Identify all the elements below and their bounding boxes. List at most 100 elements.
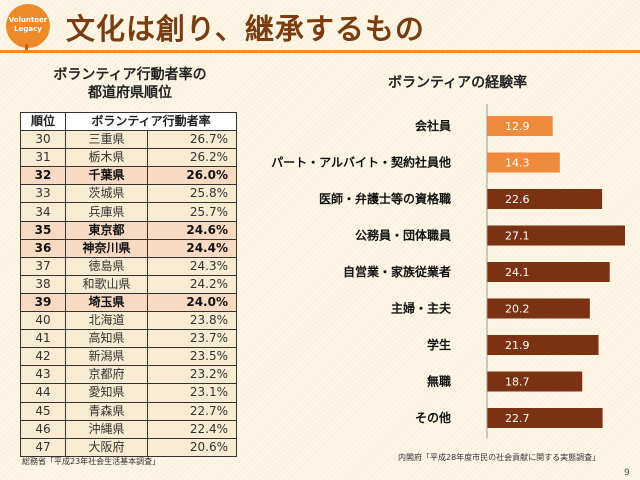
table-source: 総務省「平成23年社会生活基本調査」 <box>22 457 161 466</box>
rank-cell: 30 <box>20 130 66 150</box>
rank-cell: 44 <box>20 383 66 403</box>
rate-cell: 22.4% <box>147 419 237 439</box>
rank-cell: 36 <box>20 238 66 258</box>
logo-stem <box>25 44 28 53</box>
rank-cell: 42 <box>20 347 66 367</box>
rank-cell: 46 <box>20 419 66 439</box>
rate-cell: 25.7% <box>147 202 237 222</box>
prefecture-cell: 神奈川県 <box>65 238 148 258</box>
prefecture-cell: 新潟県 <box>65 347 148 367</box>
table-title-line2: 都道府県順位 <box>88 85 172 101</box>
rank-cell: 35 <box>20 220 66 240</box>
rank-cell: 34 <box>20 202 66 222</box>
table-row: 36 神奈川県 24.4% <box>20 238 237 258</box>
rank-cell: 38 <box>20 274 66 294</box>
prefecture-cell: 京都府 <box>65 365 148 385</box>
rank-cell: 31 <box>20 148 66 168</box>
data-label: 27.1 <box>505 230 530 243</box>
rate-cell: 23.2% <box>147 365 237 385</box>
category-label: 主婦・主夫 <box>391 301 452 316</box>
prefecture-cell: 茨城県 <box>65 184 148 204</box>
logo-text-2: Legacy <box>14 25 42 33</box>
prefecture-cell: 埼玉県 <box>65 292 148 313</box>
rate-cell: 24.2% <box>147 274 237 294</box>
rate-cell: 26.0% <box>147 166 237 186</box>
rate-cell: 26.2% <box>147 148 237 168</box>
header-divider <box>0 50 640 53</box>
header-rate: ボランティア行動者率 <box>65 111 237 132</box>
table-row: 42 新潟県 23.5% <box>20 347 237 367</box>
data-label: 12.9 <box>505 120 530 133</box>
rank-cell: 45 <box>20 401 66 421</box>
rate-cell: 22.7% <box>147 401 237 421</box>
prefecture-cell: 北海道 <box>65 311 148 331</box>
table-row: 47 大阪府 20.6% <box>20 437 237 457</box>
rank-cell: 32 <box>20 166 66 186</box>
table-row: 31 栃木県 26.2% <box>20 148 237 168</box>
prefecture-cell: 三重県 <box>65 130 148 150</box>
rate-cell: 24.0% <box>147 292 237 313</box>
rate-cell: 24.3% <box>147 256 237 276</box>
prefecture-cell: 栃木県 <box>65 148 148 168</box>
prefecture-cell: 千葉県 <box>65 166 148 186</box>
rate-cell: 25.8% <box>147 184 237 204</box>
rate-cell: 23.5% <box>147 347 237 367</box>
rank-cell: 47 <box>20 437 66 457</box>
category-label: 自営業・家族従業者 <box>343 264 451 279</box>
table-row: 34 兵庫県 25.7% <box>20 202 237 222</box>
table-row: 39 埼玉県 24.0% <box>20 292 237 313</box>
bar <box>487 225 625 246</box>
data-label: 21.9 <box>505 339 530 352</box>
prefecture-cell: 兵庫県 <box>65 202 148 222</box>
category-label: 無職 <box>427 374 451 389</box>
category-label: 会社員 <box>415 118 451 133</box>
prefecture-cell: 青森県 <box>65 401 148 421</box>
category-label: その他 <box>415 410 451 425</box>
table-row: 45 青森県 22.7% <box>20 401 237 421</box>
volunteer-legacy-logo: Volunteer Legacy <box>6 4 50 48</box>
table-row: 32 千葉県 26.0% <box>20 166 237 186</box>
bar <box>487 335 599 355</box>
prefecture-cell: 高知県 <box>65 329 148 349</box>
ranking-table: 順位 ボランティア行動者率 30 三重県 26.7% 31 栃木県 26.2% 32 千葉県 2… <box>20 111 237 457</box>
table-row: 33 茨城県 25.8% <box>20 184 237 204</box>
rate-cell: 24.6% <box>147 220 237 240</box>
header-rank: 順位 <box>20 111 66 132</box>
data-label: 18.7 <box>505 376 530 389</box>
bar <box>487 298 590 319</box>
rank-cell: 33 <box>20 184 66 204</box>
table-row: 40 北海道 23.8% <box>20 311 237 331</box>
data-label: 20.2 <box>505 303 530 316</box>
prefecture-cell: 沖縄県 <box>65 419 148 439</box>
data-label: 22.6 <box>505 193 530 206</box>
bar <box>487 152 560 173</box>
category-label: パート・アルバイト・契約社員他 <box>271 155 451 170</box>
rank-cell: 41 <box>20 329 66 349</box>
table-row: 43 京都府 23.2% <box>20 365 237 385</box>
rate-cell: 20.6% <box>147 437 237 457</box>
table-row: 44 愛知県 23.1% <box>20 383 237 403</box>
table-row: 30 三重県 26.7% <box>20 130 237 150</box>
table-title: ボランティア行動者率の 都道府県順位 <box>20 66 240 102</box>
rate-cell: 24.4% <box>147 238 237 258</box>
chart-title: ボランティアの経験率 <box>388 75 528 91</box>
bar <box>487 189 603 209</box>
prefecture-cell: 東京都 <box>65 220 148 240</box>
rate-cell: 23.7% <box>147 329 237 349</box>
logo-text-1: Volunteer <box>8 16 48 24</box>
bar <box>487 262 610 282</box>
rank-cell: 37 <box>20 256 66 276</box>
prefecture-cell: 徳島県 <box>65 256 148 276</box>
table-row: 46 沖縄県 22.4% <box>20 419 237 439</box>
rate-cell: 26.7% <box>147 130 237 150</box>
rank-cell: 40 <box>20 311 66 331</box>
data-label: 24.1 <box>505 266 530 279</box>
chart-source: 内閣府「平成28年度市民の社会貢献に関する実態調査」 <box>398 453 601 462</box>
rate-cell: 23.1% <box>147 383 237 403</box>
table-header-row: 順位 ボランティア行動者率 <box>20 111 237 132</box>
category-label: 公務員・団体職員 <box>355 228 451 243</box>
category-label: 学生 <box>427 337 451 352</box>
table-row: 41 高知県 23.7% <box>20 329 237 349</box>
rank-cell: 43 <box>20 365 66 385</box>
rank-cell: 39 <box>20 292 66 313</box>
